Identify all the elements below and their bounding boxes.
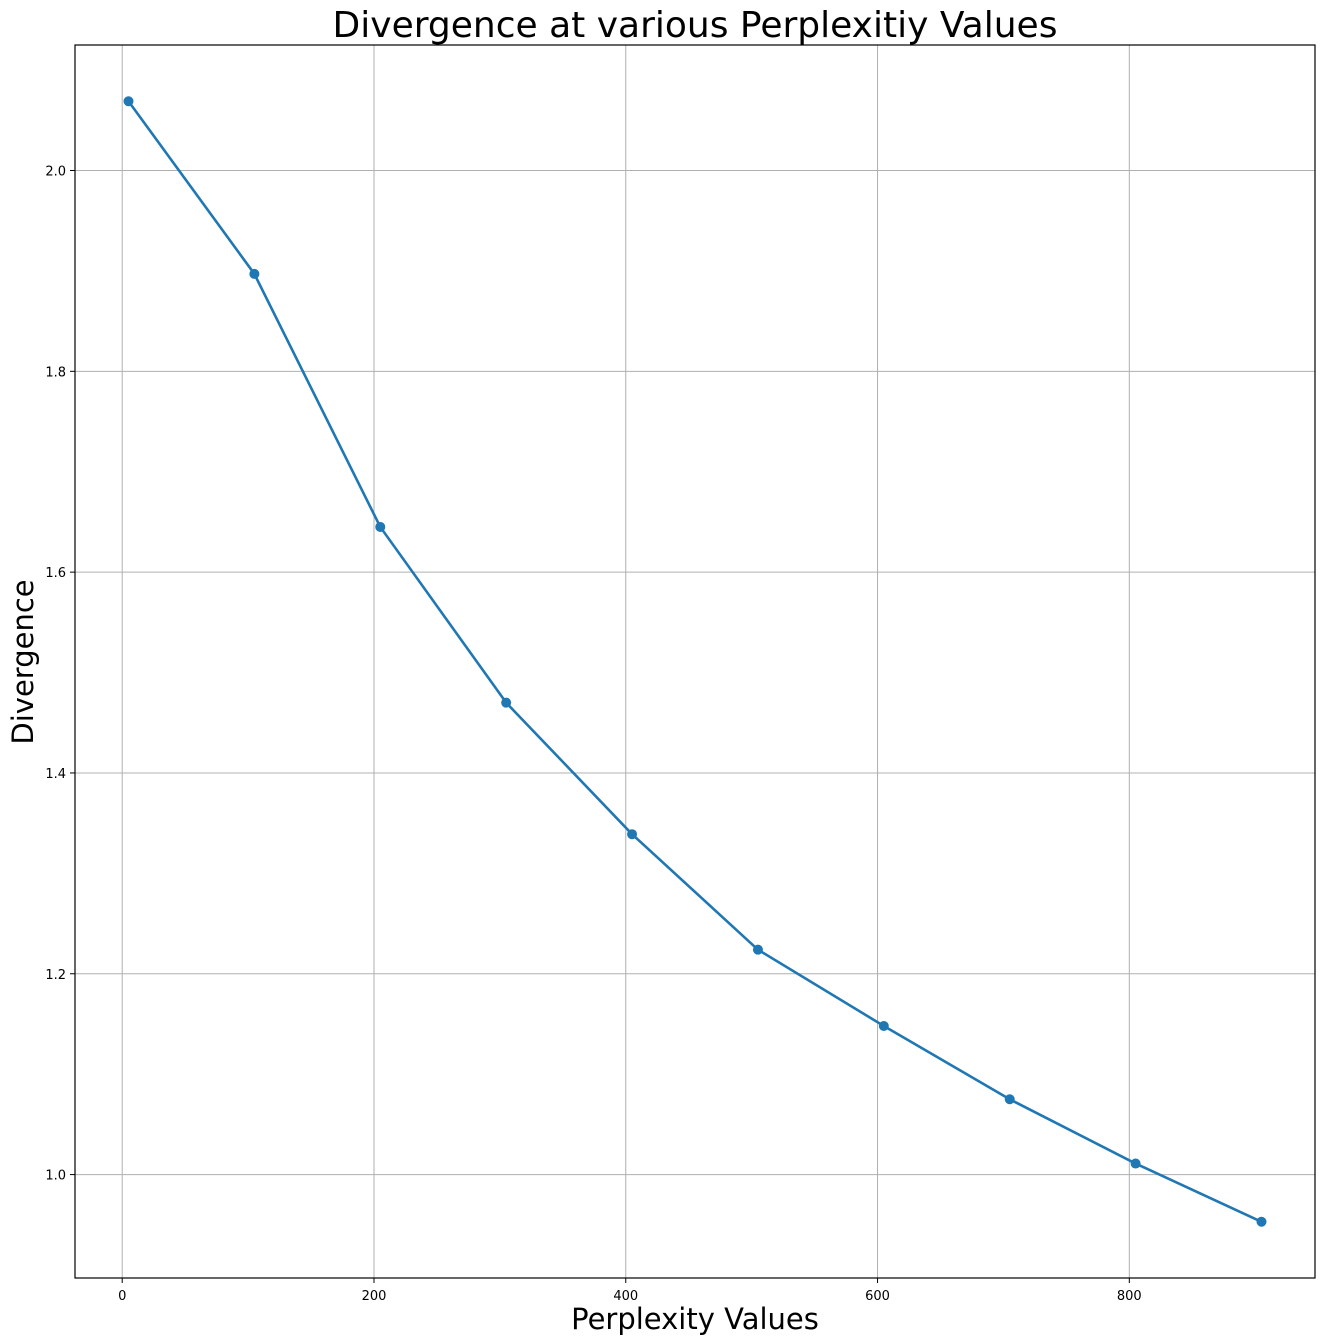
y-tick-label: 1.4	[45, 767, 66, 782]
data-point	[1256, 1216, 1267, 1227]
data-point	[375, 521, 386, 532]
x-tick-label: 600	[865, 1289, 890, 1304]
x-tick-label: 400	[613, 1289, 638, 1304]
plot-area-frame	[74, 44, 1316, 1279]
x-tick-label: 800	[1117, 1289, 1142, 1304]
y-tick-label: 1.2	[45, 968, 66, 983]
data-point	[249, 268, 260, 279]
x-axis-label: Perplexity Values	[571, 1302, 819, 1336]
data-point	[752, 944, 763, 955]
x-tick-label: 0	[118, 1289, 126, 1304]
data-point-layer	[123, 96, 1267, 1227]
data-point	[1130, 1158, 1141, 1169]
data-point	[627, 829, 638, 840]
y-tick-label: 1.6	[45, 566, 66, 581]
data-point	[878, 1020, 889, 1031]
series-line	[127, 99, 1263, 1224]
data-point	[501, 697, 512, 708]
chart-title: Divergence at various Perplexitiy Values	[333, 5, 1058, 46]
y-tick-label: 2.0	[45, 165, 66, 180]
y-axis-label: Divergence	[6, 579, 40, 744]
x-tick-label: 200	[362, 1289, 387, 1304]
grid-lines	[75, 45, 1315, 1278]
y-tick-label: 1.0	[45, 1169, 66, 1184]
y-axis-ticks: 1.0 1.2 1.4 1.6 1.8 2.0	[45, 165, 75, 1184]
y-tick-label: 1.8	[45, 365, 66, 380]
data-point	[123, 96, 134, 107]
x-axis-ticks: 0 200 400 600 800	[118, 1278, 1142, 1304]
series-line-layer	[127, 99, 1263, 1224]
data-point	[1004, 1094, 1015, 1105]
